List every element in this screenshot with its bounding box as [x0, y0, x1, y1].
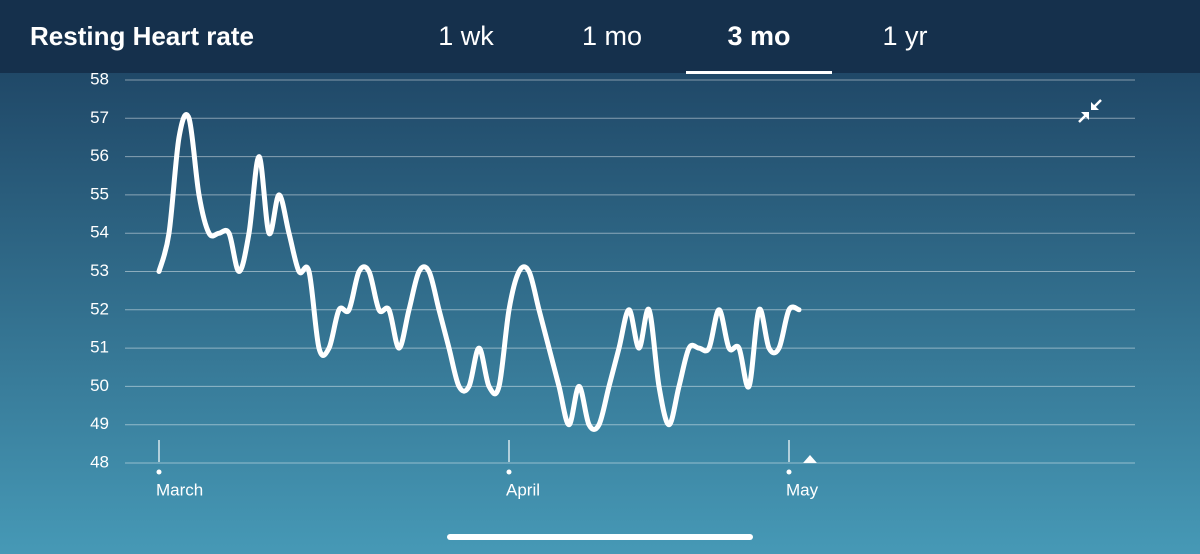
tab[interactable]: 1 yr — [882, 21, 927, 51]
scrubber-handle[interactable] — [803, 455, 817, 463]
home-indicator — [447, 534, 753, 540]
y-tick-label: 56 — [90, 146, 109, 165]
tab[interactable]: 1 wk — [438, 21, 494, 51]
y-tick-label: 52 — [90, 299, 109, 318]
data-line — [156, 112, 802, 432]
x-tick-dot — [506, 469, 512, 475]
x-tick-dot — [786, 469, 792, 475]
y-tick-label: 51 — [90, 338, 109, 357]
y-tick-label: 48 — [90, 452, 109, 471]
x-tick-label: March — [156, 480, 203, 499]
header-bar — [0, 0, 1200, 73]
plot: 48 49 50 51 52 53 54 55 56 57 58 March April May — [90, 69, 1135, 499]
tab-underline — [686, 71, 832, 74]
y-tick-label: 58 — [90, 69, 109, 88]
y-tick-label: 57 — [90, 108, 109, 127]
y-tick-label: 50 — [90, 376, 109, 395]
collapse-icon[interactable] — [1078, 99, 1102, 123]
x-tick-dot — [156, 469, 162, 475]
tab[interactable]: 3 mo — [727, 21, 790, 51]
tab-bar: 1 wk 1 mo 3 mo 1 yr — [438, 21, 928, 74]
y-tick-label: 53 — [90, 261, 109, 280]
y-tick-label: 49 — [90, 414, 109, 433]
x-tick-label: May — [786, 480, 819, 499]
chart-title: Resting Heart rate — [30, 21, 254, 51]
x-tick-label: April — [506, 480, 540, 499]
y-tick-label: 55 — [90, 184, 109, 203]
tab[interactable]: 1 mo — [582, 21, 642, 51]
y-tick-label: 54 — [90, 223, 109, 242]
